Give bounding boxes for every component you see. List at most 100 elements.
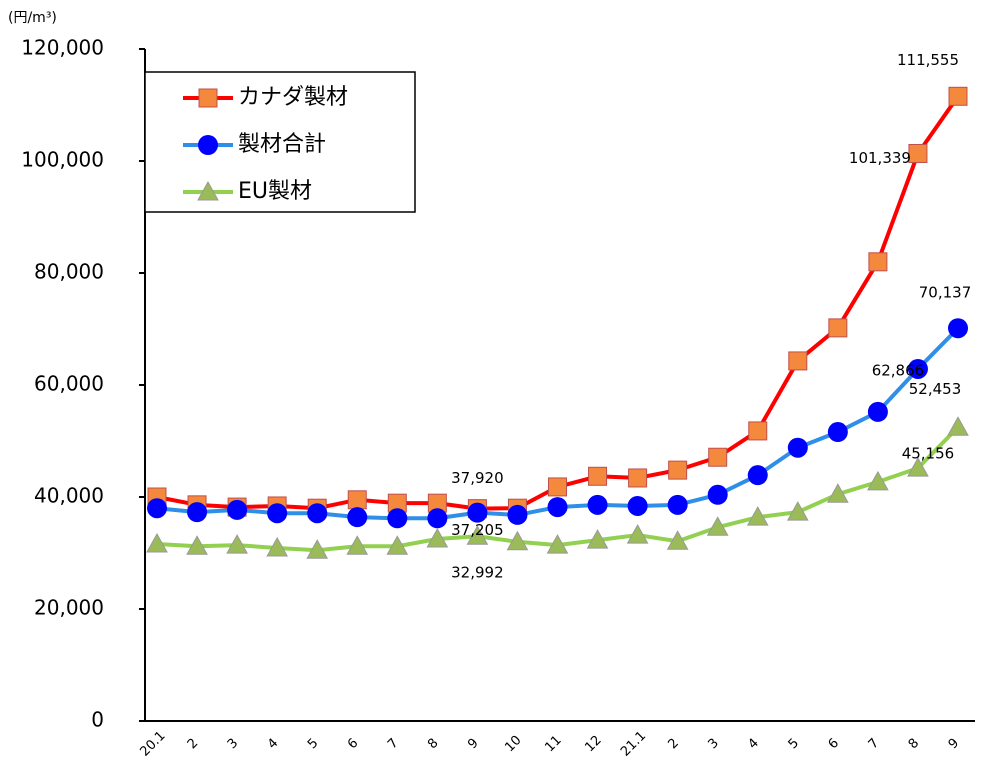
data-point bbox=[467, 502, 488, 523]
data-point bbox=[907, 358, 928, 379]
data-point bbox=[708, 447, 728, 467]
data-point bbox=[828, 318, 848, 338]
data-point bbox=[186, 535, 208, 555]
data-point bbox=[948, 318, 968, 339]
data-point bbox=[427, 508, 448, 529]
legend-label: EU製材 bbox=[238, 179, 312, 204]
data-point bbox=[947, 416, 969, 436]
data-point bbox=[506, 530, 529, 551]
data-point bbox=[786, 501, 809, 521]
data-point bbox=[788, 351, 808, 371]
data-point bbox=[267, 503, 288, 524]
x-tick-label: 3 bbox=[705, 736, 721, 752]
x-tick-label: 2 bbox=[185, 736, 201, 752]
x-tick-label: 2 bbox=[665, 736, 681, 752]
data-point bbox=[827, 422, 848, 443]
data-point bbox=[626, 524, 649, 544]
x-tick-label: 21.1 bbox=[618, 728, 649, 759]
data-point bbox=[667, 494, 688, 515]
data-point bbox=[588, 466, 608, 486]
data-point bbox=[547, 497, 568, 518]
data-point bbox=[187, 502, 208, 523]
legend-marker bbox=[198, 88, 218, 108]
data-point bbox=[748, 421, 768, 441]
data-label: 32,992 bbox=[451, 564, 504, 582]
y-tick-label: 40,000 bbox=[34, 484, 104, 508]
data-point bbox=[627, 495, 648, 516]
x-tick-label: 8 bbox=[425, 736, 441, 752]
data-point bbox=[466, 525, 489, 545]
legend-marker bbox=[197, 180, 219, 201]
data-point bbox=[707, 484, 728, 505]
data-point bbox=[387, 508, 408, 529]
x-tick-label: 20.1 bbox=[137, 728, 168, 759]
x-tick-label: 4 bbox=[746, 736, 762, 752]
data-label: 52,453 bbox=[909, 380, 962, 398]
x-tick-label: 6 bbox=[826, 736, 842, 752]
data-point bbox=[347, 507, 368, 528]
data-point bbox=[548, 477, 567, 497]
data-point bbox=[827, 483, 849, 503]
data-point bbox=[787, 437, 808, 458]
y-tick-label: 20,000 bbox=[34, 596, 104, 620]
data-point bbox=[227, 499, 248, 520]
legend-label: 製材合計 bbox=[238, 132, 326, 157]
data-point bbox=[867, 470, 889, 491]
data-point bbox=[666, 530, 689, 550]
y-tick-label: 0 bbox=[91, 708, 104, 732]
y-tick-label: 120,000 bbox=[21, 36, 104, 60]
data-point bbox=[146, 533, 168, 553]
data-point bbox=[266, 536, 288, 557]
x-tick-label: 12 bbox=[582, 733, 604, 755]
data-label: 62,866 bbox=[872, 361, 925, 379]
y-axis-label: (円/m³) bbox=[8, 10, 57, 26]
x-tick-label: 11 bbox=[542, 733, 564, 755]
x-tick-label: 7 bbox=[385, 736, 401, 752]
x-tick-label: 4 bbox=[265, 736, 281, 752]
data-label: 101,339 bbox=[849, 149, 911, 167]
x-tick-label: 9 bbox=[465, 736, 481, 752]
data-point bbox=[386, 535, 409, 555]
data-point bbox=[546, 534, 569, 554]
data-point bbox=[746, 506, 769, 526]
data-point bbox=[587, 494, 608, 515]
data-point bbox=[908, 144, 928, 164]
data-point bbox=[306, 539, 329, 559]
data-point bbox=[668, 460, 688, 480]
data-point bbox=[507, 504, 528, 525]
data-label: 111,555 bbox=[897, 51, 959, 69]
data-point bbox=[867, 401, 888, 422]
data-label: 70,137 bbox=[919, 284, 972, 302]
data-point bbox=[948, 86, 968, 106]
data-point bbox=[706, 516, 729, 536]
legend-marker bbox=[198, 135, 218, 155]
data-label: 45,156 bbox=[902, 445, 955, 463]
legend-box bbox=[144, 71, 416, 213]
data-label: 37,920 bbox=[451, 469, 504, 487]
data-point bbox=[147, 498, 167, 519]
data-point bbox=[307, 503, 328, 524]
data-point bbox=[747, 465, 768, 486]
y-tick-label: 80,000 bbox=[34, 260, 104, 284]
data-point bbox=[868, 252, 888, 272]
data-point bbox=[907, 457, 929, 477]
x-tick-label: 6 bbox=[345, 736, 361, 752]
x-tick-label: 10 bbox=[502, 733, 524, 755]
data-point bbox=[347, 490, 367, 510]
x-tick-label: 8 bbox=[906, 736, 922, 752]
x-tick-label: 3 bbox=[225, 736, 241, 752]
data-point bbox=[226, 534, 248, 554]
data-label: 37,205 bbox=[451, 521, 504, 539]
data-point bbox=[586, 529, 609, 549]
x-tick-label: 7 bbox=[866, 736, 882, 752]
y-tick-label: 100,000 bbox=[21, 148, 104, 172]
data-point bbox=[426, 527, 449, 548]
x-tick-label: 5 bbox=[786, 736, 802, 752]
x-tick-label: 9 bbox=[946, 736, 962, 752]
y-tick-label: 60,000 bbox=[34, 372, 104, 396]
data-point bbox=[346, 535, 369, 555]
x-tick-label: 5 bbox=[305, 736, 321, 752]
data-point bbox=[628, 468, 648, 488]
legend-label: カナダ製材 bbox=[238, 85, 348, 110]
